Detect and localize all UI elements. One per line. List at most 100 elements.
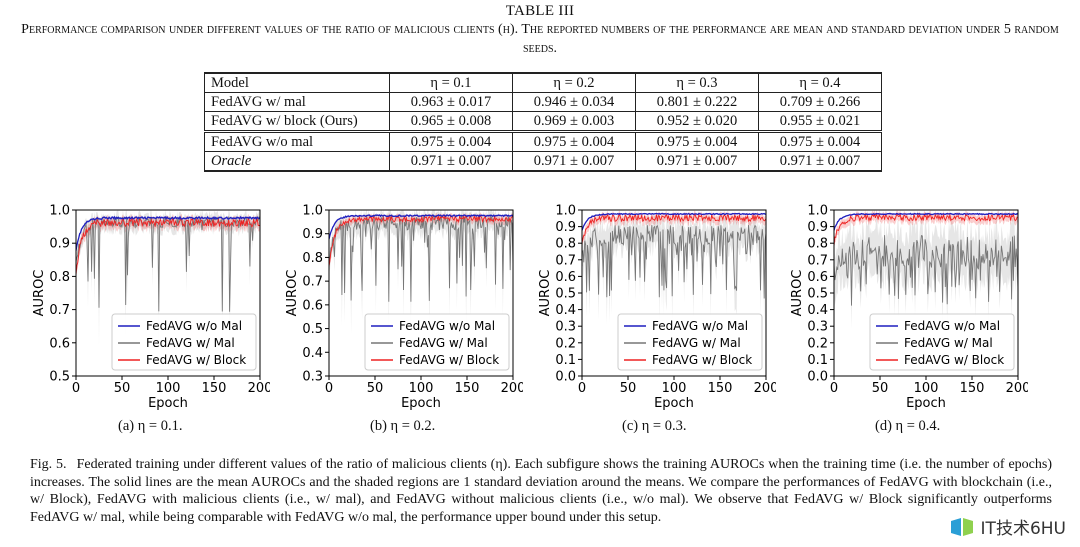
row-value: 0.971 ± 0.007 [635,151,759,172]
row-value: 0.963 ± 0.017 [389,92,513,112]
watermark-text: IT技术6HU [980,519,1066,539]
row-value: 0.965 ± 0.008 [389,111,513,132]
subplot-caption: (a) η = 0.1. [118,418,183,434]
row-value: 0.971 ± 0.007 [512,151,636,172]
series-line-fedavg-w-mal [582,224,766,299]
subplot-d: 0.0 0.1 0.20.3 0.40.5 0.6 0.70.8 0.91.0 0 50 100 1… [790,204,1028,412]
x-axis-label: Epoch [906,396,946,411]
row-value: 0.975 ± 0.004 [635,130,759,152]
row-model: Oracle [204,151,390,172]
y-tick-label: 0.8 [555,237,576,252]
x-tick-label: 150 [960,381,985,396]
subplot-caption: (d) η = 0.4. [875,418,941,434]
table-title-block: TABLE III Performance comparison under d… [0,2,1080,58]
y-tick-label: 0.4 [807,303,828,318]
row-value: 0.955 ± 0.021 [758,111,882,132]
legend-box [364,313,510,371]
x-tick-label: 100 [409,381,434,396]
x-tick-label: 200 [754,381,776,396]
table-row: FedAVG w/o mal 0.975 ± 0.004 0.975 ± 0.0… [204,130,882,152]
y-tick-label: 0.5 [49,370,70,385]
y-tick-label: 0.0 [807,370,828,385]
header-eta-02: η = 0.2 [512,72,636,93]
y-tick-label: 0.2 [807,336,828,351]
x-tick-label: 50 [114,381,131,396]
y-tick-label: 0.6 [302,298,323,313]
legend: FedAVG w/o Mal FedAVG w/ Mal FedAVG w/ Blo… [111,313,257,371]
x-tick-label: 50 [872,381,889,396]
y-tick-label: 0.7 [807,253,828,268]
y-tick-label: 0.3 [807,320,828,335]
y-tick-label: 0.6 [555,270,576,285]
x-tick-label: 200 [1006,381,1028,396]
y-tick-label: 0.5 [555,287,576,302]
y-tick-label: 0.0 [555,370,576,385]
series-line-fedavg-w-o-mal [76,215,260,251]
header-model: Model [204,72,390,93]
x-tick-label: 200 [248,381,270,396]
legend-entry: FedAVG w/ Block [652,353,752,367]
x-axis-label: Epoch [401,396,441,411]
results-table: Model η = 0.1 η = 0.2 η = 0.3 η = 0.4 Fe… [204,72,882,172]
table-row: FedAVG w/ mal 0.963 ± 0.017 0.946 ± 0.03… [204,92,882,112]
plot-area [329,210,513,336]
series-line-fedavg-w-o-mal [582,212,766,231]
legend-entry: FedAVG w/ Mal [399,336,488,350]
figure-caption: Fig. 5. Federated training under differen… [30,456,1052,526]
y-tick-label: 0.9 [302,227,323,242]
std-band-fedavg-w-block [76,213,260,281]
table-caption: Performance comparison under different v… [21,22,1059,56]
y-tick-label: 0.6 [49,336,70,351]
legend-entry: FedAVG w/o Mal [399,319,495,333]
y-tick-label: 1.0 [302,204,323,219]
subplot-caption: (c) η = 0.3. [622,418,687,434]
legend-entry: FedAVG w/ Mal [652,336,741,350]
std-band-fedavg-w-mal [834,215,1018,329]
x-tick-label: 150 [708,381,733,396]
x-tick-label: 50 [367,381,384,396]
figure-caption-text: Federated training under different value… [30,457,1052,525]
y-tick-label: 0.9 [807,220,828,235]
y-tick-label: 0.8 [49,270,70,285]
y-axis-label: AUROC [538,270,553,317]
legend-entry: FedAVG w/ Mal [146,336,235,350]
x-tick-label: 100 [156,381,181,396]
y-tick-label: 0.9 [555,220,576,235]
x-tick-label: 200 [501,381,523,396]
legend-entry: FedAVG w/ Block [399,353,499,367]
legend-box [617,313,763,371]
subplot-a: 0.5 0.6 0.7 0.8 0.9 1.0 0 50 100 150 200 Epoch AUROC… [32,204,270,412]
figure-subplots: 0.5 0.6 0.7 0.8 0.9 1.0 0 50 100 150 200 Epoch AUROC… [0,196,1080,446]
legend: FedAVG w/o Mal FedAVG w/ Mal FedAVG w/ Blo… [617,313,763,371]
x-tick-label: 100 [662,381,687,396]
y-tick-label: 0.9 [49,237,70,252]
table-header-row: Model η = 0.1 η = 0.2 η = 0.3 η = 0.4 [204,72,882,93]
y-tick-label: 0.7 [49,303,70,318]
row-value: 0.801 ± 0.222 [635,92,759,112]
row-value: 0.709 ± 0.266 [758,92,882,112]
y-tick-label: 0.5 [302,322,323,337]
y-tick-label: 0.4 [555,303,576,318]
x-axis-label: Epoch [654,396,694,411]
series-line-fedavg-w-block [76,217,260,276]
legend-entry: FedAVG w/o Mal [652,319,748,333]
series-line-fedavg-w-mal [329,214,513,302]
y-tick-label: 0.7 [555,253,576,268]
subplot-caption: (b) η = 0.2. [370,418,436,434]
x-tick-label: 50 [620,381,637,396]
table-label: TABLE III [505,3,575,19]
series-line-fedavg-w-mal [834,234,1018,306]
x-tick-label: 150 [455,381,480,396]
row-model: FedAVG w/o mal [204,130,390,152]
y-tick-label: 0.3 [302,370,323,385]
std-band-fedavg-w-block [582,210,766,248]
plot-area [76,210,260,350]
y-tick-label: 0.1 [807,353,828,368]
table-row: Oracle 0.971 ± 0.007 0.971 ± 0.007 0.971… [204,151,882,172]
y-tick-label: 0.6 [807,270,828,285]
y-tick-label: 0.8 [807,237,828,252]
legend-box [869,313,1015,371]
legend: FedAVG w/o Mal FedAVG w/ Mal FedAVG w/ Blo… [364,313,510,371]
subplot-b: 0.3 0.4 0.5 0.6 0.7 0.8 0.9 1.0 0 50 100 150 200 Epoc… [285,204,523,412]
legend: FedAVG w/o Mal FedAVG w/ Mal FedAVG w/ Blo… [869,313,1015,371]
